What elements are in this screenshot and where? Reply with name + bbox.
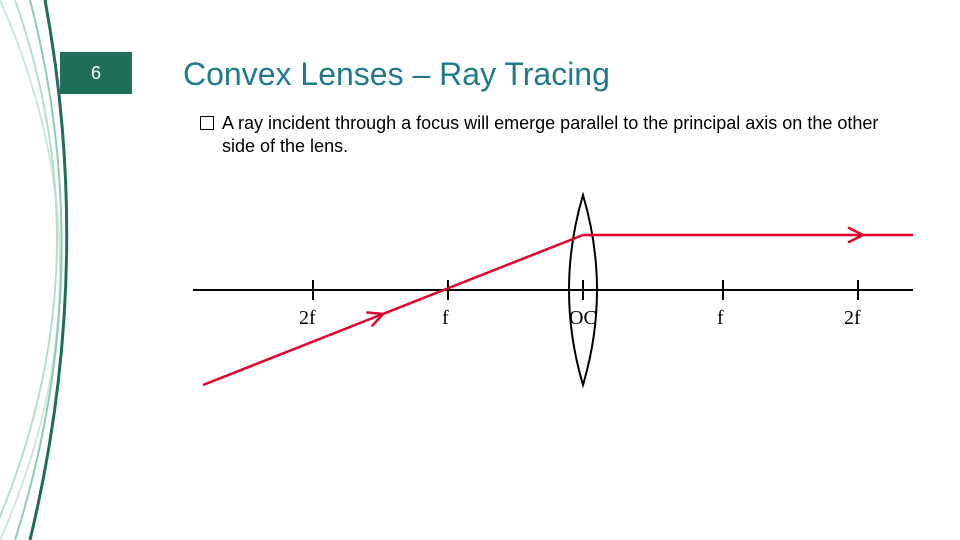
bullet-text: A ray incident through a focus will emer…: [222, 112, 900, 157]
axis-label: OC: [569, 307, 597, 329]
incident-ray: [203, 235, 583, 385]
bullet-marker: [200, 116, 214, 130]
axis-label: f: [442, 307, 449, 329]
lens-ray-diagram: 2f f OC f 2f: [183, 165, 923, 410]
axis-label: f: [717, 307, 724, 329]
page-number-box: 6: [60, 52, 132, 94]
slide-title: Convex Lenses – Ray Tracing: [183, 56, 610, 93]
bullet-row: A ray incident through a focus will emer…: [200, 112, 900, 157]
axis-label: 2f: [299, 307, 316, 329]
axis-label: 2f: [844, 307, 861, 329]
page-number: 6: [91, 63, 101, 84]
